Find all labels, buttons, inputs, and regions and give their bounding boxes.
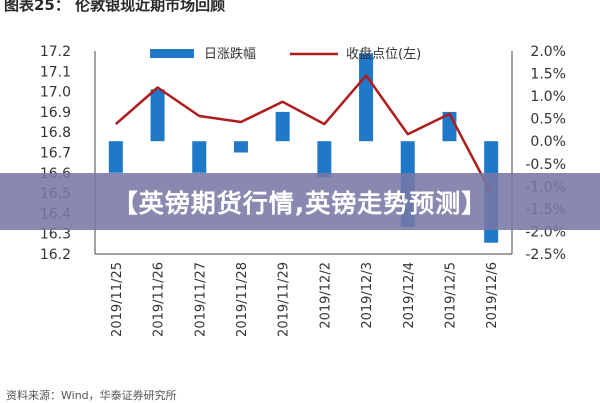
- x-tick-label: 2019/11/25: [110, 262, 125, 337]
- x-tick-label: 2019/12/5: [443, 262, 458, 329]
- bar: [275, 111, 290, 142]
- overlay-banner: 【英镑期货行情,英镑走势预测】: [0, 173, 600, 230]
- left-tick-label: 16.8: [40, 125, 71, 141]
- right-tick-label: 1.5%: [530, 67, 566, 83]
- right-tick-label: 1.0%: [530, 89, 566, 105]
- legend-bar-label: 日涨跌幅: [204, 46, 256, 62]
- figure-title: 图表25： 伦敦银现近期市场回顾: [4, 0, 226, 14]
- left-tick-label: 16.3: [40, 227, 71, 243]
- left-tick-label: 16.2: [40, 247, 71, 263]
- source-note: 资料来源：Wind，华泰证券研究所: [6, 389, 177, 402]
- left-tick-label: 17.1: [40, 64, 71, 80]
- right-tick-label: 0.0%: [530, 134, 566, 150]
- x-tick-label: 2019/11/26: [152, 262, 167, 337]
- x-tick-label: 2019/12/3: [360, 262, 375, 329]
- legend-line-label: 收盘点位(左): [346, 46, 421, 62]
- bar: [150, 89, 165, 142]
- right-tick-label: -0.5%: [525, 157, 566, 173]
- x-tick-label: 2019/12/6: [485, 262, 500, 329]
- legend-bar-swatch: [150, 49, 194, 58]
- right-tick-label: -2.5%: [525, 247, 566, 263]
- close-price-line: [114, 74, 493, 194]
- left-tick-label: 16.9: [40, 105, 71, 121]
- left-tick-label: 17.2: [40, 44, 71, 60]
- bar: [317, 141, 332, 178]
- x-tick-label: 2019/11/29: [277, 262, 292, 337]
- right-tick-label: 2.0%: [530, 44, 566, 60]
- x-tick-label: 2019/12/2: [318, 262, 333, 329]
- x-tick-label: 2019/12/4: [402, 262, 417, 329]
- bar: [192, 141, 207, 173]
- x-tick-label: 2019/11/28: [235, 262, 250, 337]
- bar: [108, 141, 123, 173]
- x-tick-label: 2019/11/27: [193, 262, 208, 337]
- left-tick-label: 16.7: [40, 146, 71, 162]
- right-tick-label: 0.5%: [530, 112, 566, 128]
- left-tick-label: 17.0: [40, 85, 71, 101]
- bar: [233, 141, 248, 153]
- bar: [359, 53, 374, 142]
